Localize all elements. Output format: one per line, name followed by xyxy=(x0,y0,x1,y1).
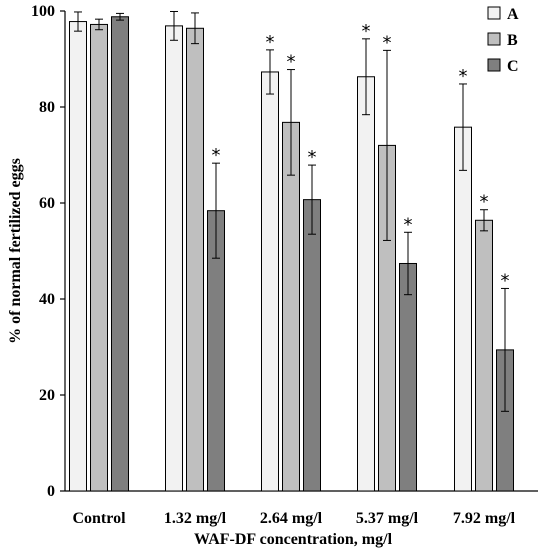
bar-A-1 xyxy=(69,21,87,492)
x-axis-title: WAF-DF concentration, mg/l xyxy=(194,531,393,548)
x-tick-label: 5.37 mg/l xyxy=(356,510,419,527)
bar-C-1 xyxy=(111,16,129,492)
bar-A-5 xyxy=(454,126,472,492)
bar-B-1 xyxy=(90,23,108,492)
legend-label-A: A xyxy=(507,6,519,23)
y-tick-label: 20 xyxy=(39,387,55,404)
significance-marker: * xyxy=(480,192,489,213)
y-tick-label: 0 xyxy=(47,483,55,500)
significance-marker: * xyxy=(266,32,275,53)
significance-marker: * xyxy=(308,147,317,168)
y-tick-label: 80 xyxy=(39,99,55,116)
tick-labels: 0 20 40 60 80 100 Control 1.32 mg/l 2.64 mg/l 5.3… xyxy=(31,3,516,527)
y-axis-title: % of normal fertilized eggs xyxy=(7,158,24,344)
bar-A-3 xyxy=(261,71,279,492)
x-tick-label: 7.92 mg/l xyxy=(453,510,516,527)
legend-swatch-B xyxy=(487,32,501,46)
significance-marker: * xyxy=(459,66,468,87)
x-tick-label: Control xyxy=(72,510,126,527)
y-tick-label: 40 xyxy=(39,291,55,308)
significance-marker: * xyxy=(212,145,221,166)
bar-A-4 xyxy=(357,76,375,492)
x-tick-label: 1.32 mg/l xyxy=(164,510,227,527)
bar-B-5 xyxy=(475,219,493,492)
significance-marker: * xyxy=(404,214,413,235)
legend-label-B: B xyxy=(507,32,518,49)
legend: ABC xyxy=(487,6,519,75)
significance-marker: * xyxy=(287,52,296,73)
significance-marker: * xyxy=(501,270,510,291)
bar-A-2 xyxy=(165,25,183,492)
bar-C-4 xyxy=(399,262,417,492)
legend-swatch-C xyxy=(487,58,501,72)
y-tick-label: 100 xyxy=(31,3,55,20)
y-tick-label: 60 xyxy=(39,195,55,212)
legend-swatch-A xyxy=(487,6,501,20)
significance-marker: * xyxy=(362,21,371,42)
bars: * * * * * * * * * * xyxy=(69,10,514,492)
bar-B-2 xyxy=(186,27,204,492)
legend-label-C: C xyxy=(507,58,519,75)
significance-marker: * xyxy=(383,32,392,53)
bar-B-3 xyxy=(282,121,300,492)
x-tick-label: 2.64 mg/l xyxy=(260,510,323,527)
bar-C-3 xyxy=(303,199,321,492)
